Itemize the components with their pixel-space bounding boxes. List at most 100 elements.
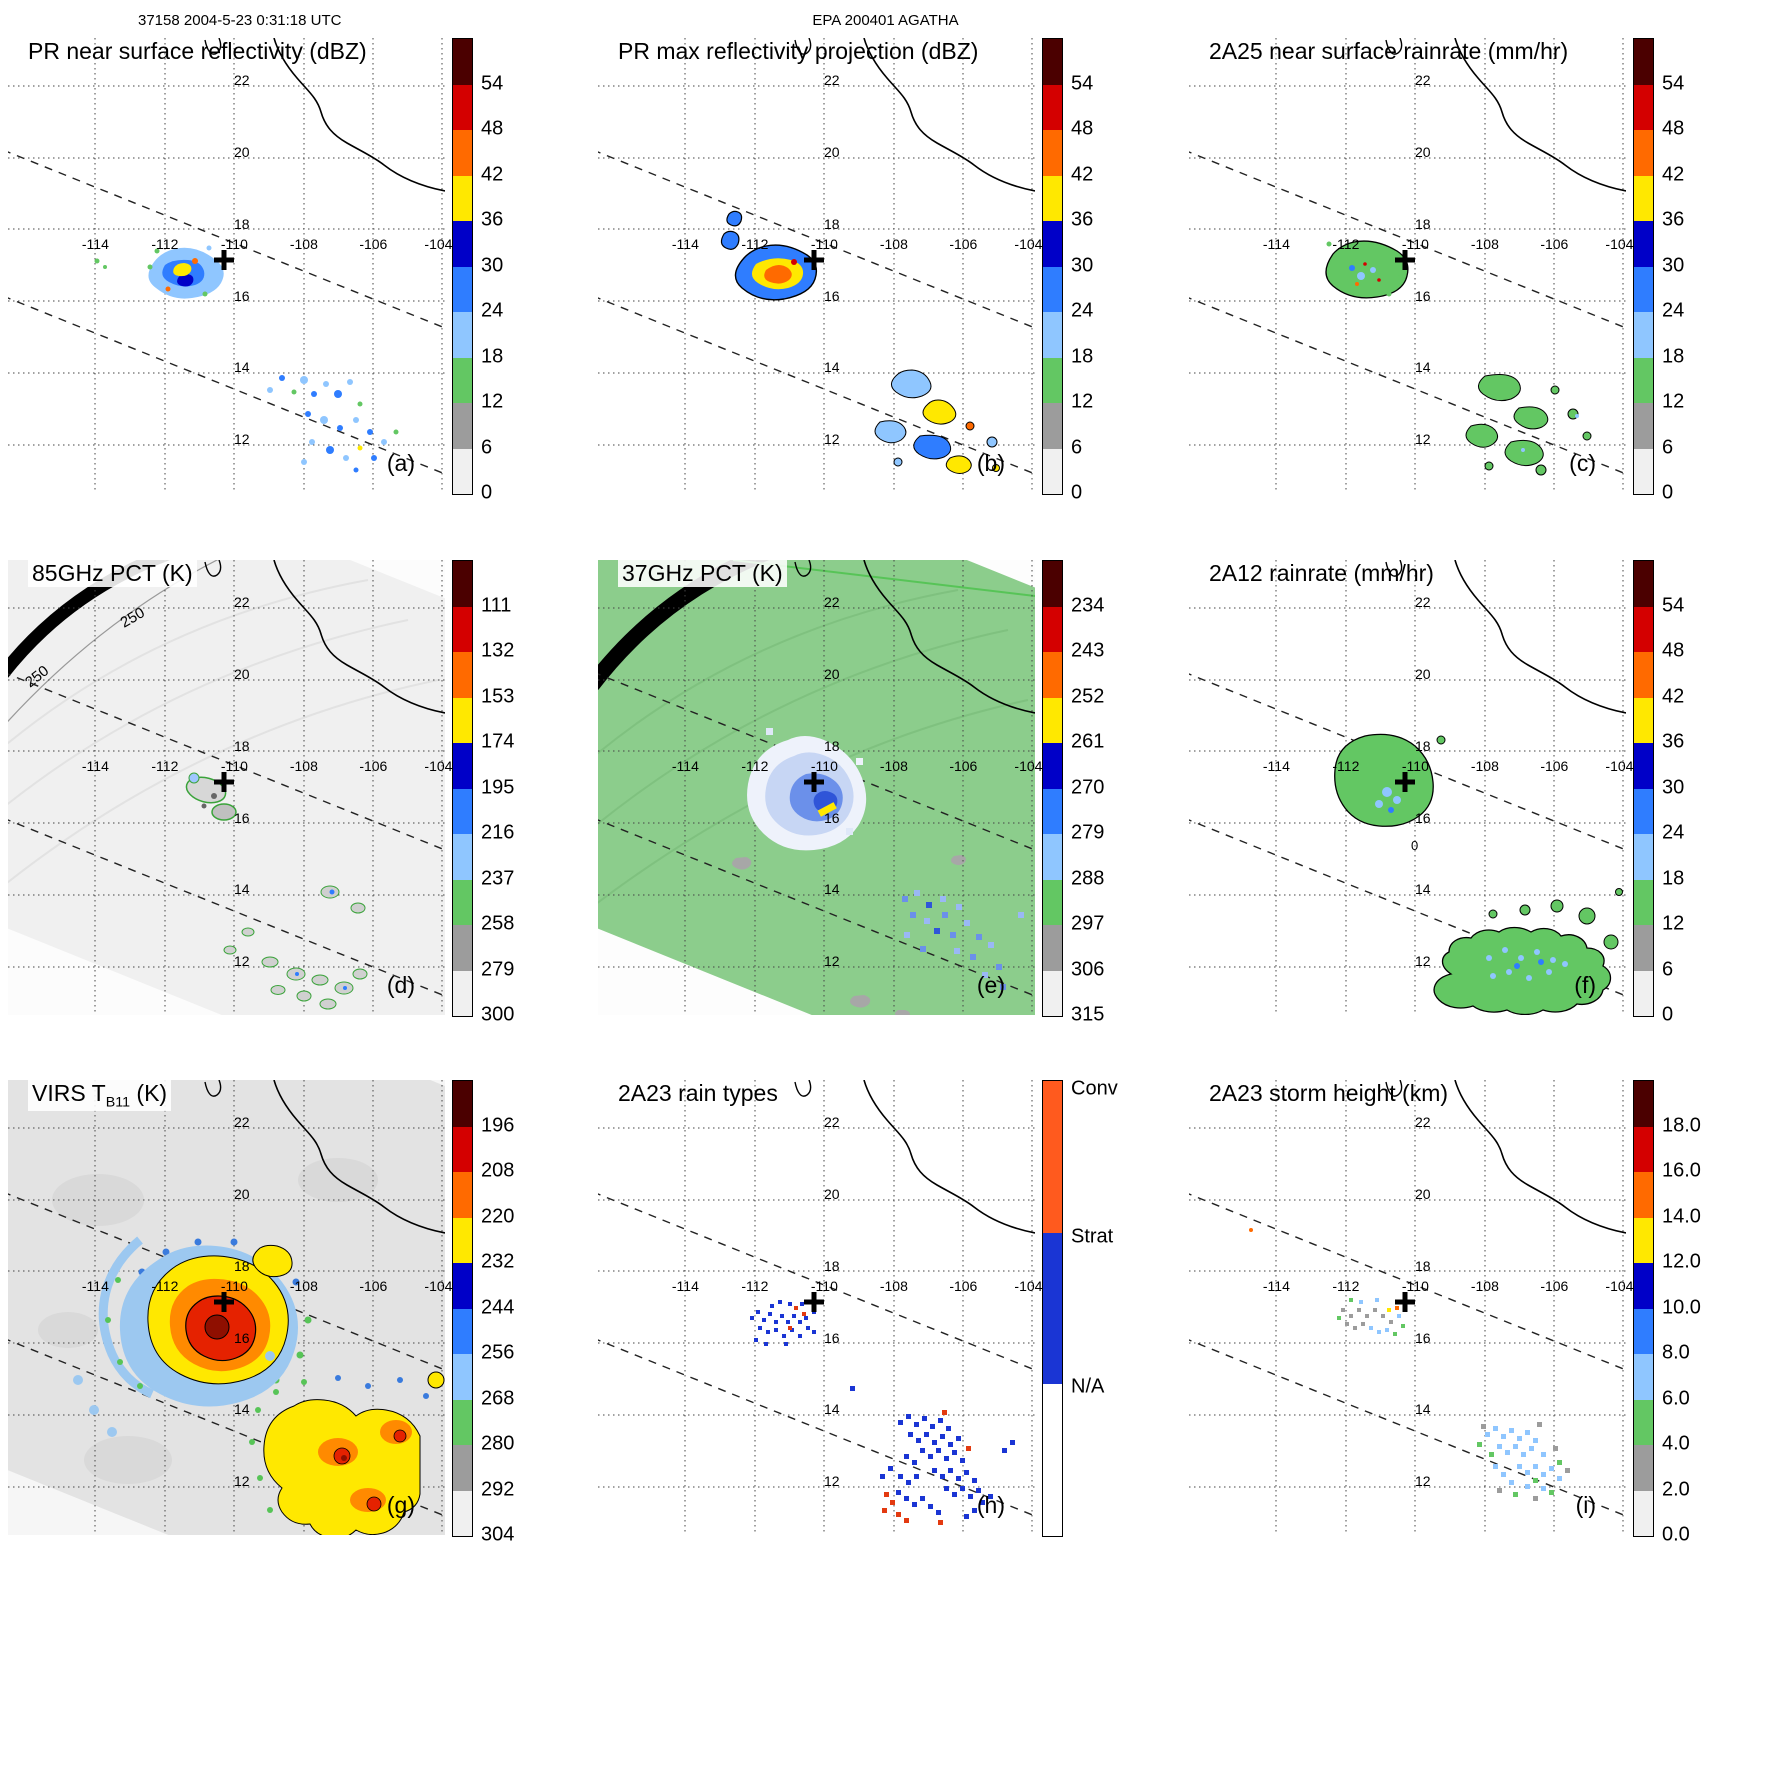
lon-label: -108 [879,235,908,252]
colorbar-segment [1634,697,1653,743]
colorbar-segment [1043,403,1062,449]
colorbar-segment [1043,697,1062,743]
max-reflectivity-scatter [874,369,1000,474]
panel-e-plot [598,560,1035,1015]
colorbar-segment [1634,357,1653,403]
colorbar-tick: 4.0 [1662,1432,1690,1455]
colorbar-tick: 268 [481,1387,515,1409]
panel-a: PR near surface reflectivity (dBZ) [0,0,590,540]
lat-label: 14 [1414,881,1431,898]
lon-label: -104 [1605,235,1634,252]
colorbar-segment [453,606,472,652]
contour-label: 0 [1411,838,1418,853]
pct85-scatter-cells [223,885,368,1010]
lon-label: -110 [220,1277,248,1294]
lon-label: -110 [810,1277,838,1294]
colorbar-segment [453,84,472,130]
colorbar-segment [1043,1081,1062,1233]
lon-label: -106 [1540,757,1569,774]
lat-label: 18 [823,737,840,754]
lon-label: -114 [671,757,699,774]
colorbar-segment [1634,1126,1653,1172]
colorbar-segment [453,561,472,607]
lon-label: -112 [151,235,179,252]
colorbar-segment [1634,788,1653,834]
colorbar-tick: 220 [481,1205,515,1227]
lat-label: 22 [1414,71,1431,88]
colorbar-tick: 6 [1662,436,1674,458]
lon-label: -108 [1470,757,1499,774]
colorbar-tick: 18 [1662,867,1685,889]
lon-label: -106 [949,757,978,774]
pct85-storm-cells [185,772,237,821]
panel-b-geo-labels: 22 20 18 16 14 12 -114 -112 -110 -108 -106 -104 [598,38,1043,493]
colorbar-tick: 0.0 [1662,1523,1690,1546]
lat-label: 12 [823,431,840,448]
lon-label: -104 [424,1277,453,1294]
colorbar-tick: 244 [481,1296,515,1318]
lat-label: 12 [1414,953,1431,970]
panel-g: VIRS TB11 (K) [0,1042,590,1582]
colorbar-segment [453,39,472,85]
lat-label: 18 [823,1257,840,1274]
colorbar-tick: 36 [1662,208,1685,231]
colorbar-segment [1634,448,1653,494]
lat-label: 16 [1414,287,1431,304]
colorbar-tick: 0 [1071,481,1083,504]
panel-c: 2A25 near surface rainrate (mm/hr) [1181,0,1771,540]
panel-f-title: 2A12 rainrate (mm/hr) [1209,560,1434,586]
lon-label: -114 [81,757,109,774]
colorbar-tick: 280 [481,1432,515,1455]
lat-label: 22 [233,71,250,88]
colorbar-segment [453,788,472,834]
colorbar-tick: 261 [1071,730,1105,753]
lon-label: -114 [81,1277,109,1294]
lat-label: 16 [823,1329,840,1346]
colorbar-segment [1634,1354,1653,1400]
lat-label: 14 [823,1401,840,1418]
colorbar-segment [453,357,472,403]
colorbar-tick: 292 [481,1478,515,1500]
colorbar-segment [1634,39,1653,85]
colorbar-tick: 30 [1662,776,1685,798]
virs-se-convection [249,1351,445,1535]
colorbar-segment [1043,84,1062,130]
lat-label: 16 [823,809,840,826]
lat-label: 22 [233,1113,250,1130]
colorbar-segment [1043,39,1062,85]
colorbar-segment [1634,1308,1653,1354]
lat-label: 14 [1414,1401,1431,1418]
lon-label: -110 [1401,1277,1429,1294]
panel-a-geo-labels: 22 20 18 16 14 12 -114 -112 -110 -108 -106 -104 [8,38,453,493]
colorbar-tick: 153 [481,685,515,707]
lat-label: 22 [1414,593,1431,610]
colorbar-tick: 279 [481,958,515,980]
lon-label: -112 [741,757,769,774]
colorbar-segment [1043,970,1062,1016]
colorbar-tick: 18 [481,345,504,367]
panel-e-title: 37GHz PCT (K) [618,560,787,587]
lon-label: -114 [671,1277,699,1294]
lat-label: 14 [233,1401,250,1418]
lat-label: 22 [1414,1113,1431,1130]
lat-label: 20 [233,1185,250,1202]
lon-label: -110 [810,235,838,252]
tmi-rain-se [1433,888,1623,1015]
lon-label: -112 [741,1277,769,1294]
panel-f-plot: 0 [1189,560,1626,1015]
colorbar-tick: 232 [481,1250,515,1273]
colorbar-tick: 279 [1071,821,1105,844]
lat-label: 18 [233,215,250,232]
colorbar-tick: 315 [1071,1003,1105,1026]
panel-i-map: 22 20 18 16 14 12 -114 -112 -110 -108 -106 -104 (i) [1189,1080,1633,1535]
colorbar-tick: 14.0 [1662,1205,1701,1227]
reflectivity-scatter [267,375,399,473]
colorbar-tick: 12 [1662,912,1685,935]
colorbar-tick: 252 [1071,685,1105,707]
colorbar-tick: 36 [481,208,504,231]
lon-label: -112 [1332,235,1360,252]
colorbar-tick: 48 [1662,639,1685,662]
lon-label: -108 [879,1277,908,1294]
lon-label: -104 [424,235,453,252]
colorbar-segment [1634,743,1653,789]
